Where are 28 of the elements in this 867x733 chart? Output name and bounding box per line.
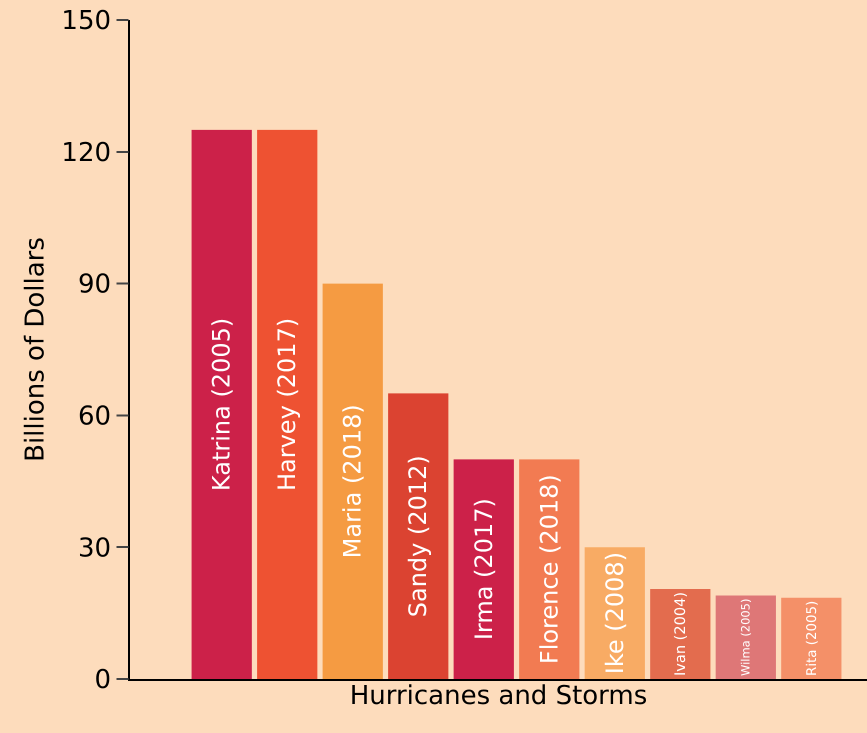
x-tick-label: Ivan (2004): [672, 592, 690, 676]
x-tick-label: Rita (2005): [804, 600, 820, 676]
x-tick-label: Maria (2018): [338, 404, 367, 558]
bar: [388, 393, 448, 679]
y-tick-label: 0: [94, 665, 112, 696]
bar: [519, 459, 580, 679]
bar: [192, 130, 252, 679]
x-tick-label: Wilma (2005): [738, 598, 753, 676]
bar: [322, 284, 383, 679]
y-tick-label: 30: [78, 533, 112, 564]
x-tick-label: Harvey (2017): [273, 318, 302, 492]
y-tick-label: 90: [78, 270, 112, 300]
y-tick-label: 120: [61, 138, 112, 168]
y-axis-title: Billions of Dollars: [20, 237, 50, 462]
bar: [584, 547, 645, 679]
x-axis-title: Hurricanes and Storms: [350, 680, 648, 711]
x-tick-label: Ike (2008): [600, 552, 629, 674]
bar: [257, 130, 318, 679]
bar: [454, 459, 514, 679]
bar: [781, 598, 842, 679]
x-tick-label: Sandy (2012): [404, 455, 432, 618]
y-tick-label: 60: [78, 402, 112, 432]
y-tick-label: 150: [61, 6, 112, 36]
bar: [716, 596, 776, 679]
x-tick-label: Florence (2018): [535, 474, 564, 664]
bar: [650, 588, 710, 679]
x-tick-label: Katrina (2005): [208, 318, 236, 492]
x-tick-label: Irma (2017): [470, 498, 498, 640]
